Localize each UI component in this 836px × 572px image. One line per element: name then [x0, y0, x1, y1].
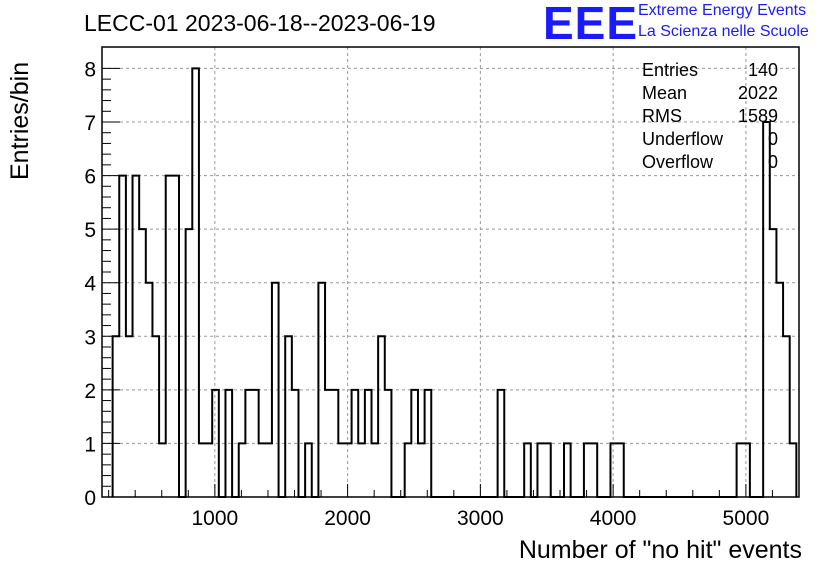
y-tick-label: 8 [84, 58, 96, 81]
histogram-bin [418, 443, 425, 497]
x-tick-label: 4000 [590, 507, 637, 530]
histogram-bin [259, 443, 266, 497]
y-axis-label: Entries/bin [6, 61, 34, 180]
stats-box: Entries 140 Mean 2022 RMS 1589 Underflow… [642, 60, 778, 175]
stats-key: Entries [642, 60, 699, 80]
stats-key: Underflow [642, 129, 724, 149]
stats-value: 2022 [737, 83, 778, 103]
chart-title: LECC-01 2023-06-18--2023-06-19 [84, 10, 436, 36]
stats-row-rms: RMS 1589 [642, 106, 778, 129]
y-tick-label: 3 [84, 326, 96, 349]
y-tick-label: 4 [84, 273, 96, 296]
y-tick-label: 1 [84, 433, 96, 456]
y-tick-label: 0 [84, 487, 96, 510]
histogram-bin [126, 336, 133, 497]
x-tick-label: 1000 [191, 507, 238, 530]
x-tick-label: 5000 [723, 507, 770, 530]
stats-value: 140 [747, 60, 778, 80]
logo-line-1: Extreme Energy Events [638, 2, 807, 19]
x-tick-label: 2000 [324, 507, 371, 530]
histogram-bin [372, 443, 379, 497]
histogram-bin [338, 443, 345, 497]
histogram-bin [159, 443, 166, 497]
x-axis-label: Number of "no hit" events [518, 536, 802, 564]
stats-row-underflow: Underflow 0 [642, 129, 778, 152]
stats-row-overflow: Overflow 0 [642, 152, 778, 175]
eee-logo: EEE [543, 0, 639, 49]
histogram-bin [265, 443, 272, 497]
logo-line-2: La Scienza nelle Scuole [638, 23, 809, 40]
histogram-bin [199, 443, 206, 497]
y-tick-label: 6 [84, 166, 96, 189]
stats-key: Mean [642, 83, 688, 103]
histogram-bin [358, 443, 365, 497]
histogram-bin [206, 443, 213, 497]
stats-value: 1589 [737, 106, 778, 126]
histogram-bin [345, 443, 352, 497]
stats-row-entries: Entries 140 [642, 60, 778, 83]
stats-key: Overflow [642, 152, 714, 172]
stats-value: 0 [767, 152, 778, 172]
axes: 1000 2000 3000 4000 5000 0 1 2 3 4 5 6 7 8 [84, 46, 800, 530]
y-tick-label: 7 [84, 112, 96, 135]
y-tick-label: 2 [84, 380, 96, 403]
stats-value: 0 [767, 129, 778, 149]
y-tick-label: 5 [84, 219, 96, 242]
stats-row-mean: Mean 2022 [642, 83, 778, 106]
stats-key: RMS [642, 106, 682, 126]
x-tick-label: 3000 [457, 507, 504, 530]
